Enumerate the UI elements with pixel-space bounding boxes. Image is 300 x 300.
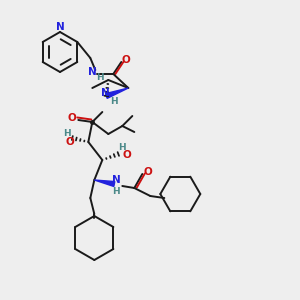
Text: N: N: [101, 88, 110, 98]
Text: H: H: [112, 187, 120, 196]
Text: N: N: [112, 175, 121, 185]
Polygon shape: [94, 180, 115, 187]
Text: H: H: [97, 74, 104, 82]
Text: O: O: [123, 150, 132, 160]
Text: O: O: [68, 113, 77, 123]
Polygon shape: [106, 88, 128, 98]
Text: H: H: [64, 130, 71, 139]
Text: H: H: [110, 98, 118, 106]
Text: O: O: [144, 167, 153, 177]
Text: O: O: [122, 55, 131, 65]
Text: N: N: [88, 67, 97, 77]
Text: H: H: [118, 142, 126, 152]
Text: O: O: [66, 137, 75, 147]
Text: N: N: [56, 22, 64, 32]
